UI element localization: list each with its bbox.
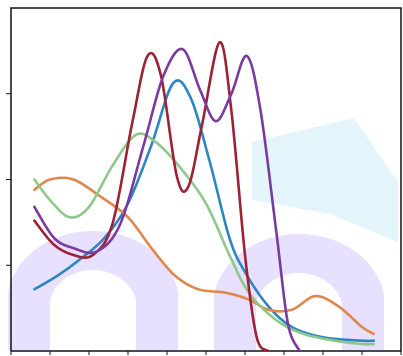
series-line-3 [33, 40, 270, 351]
series-line-0 [33, 79, 375, 343]
series-line-4 [33, 47, 301, 351]
watermark-logo [8, 118, 398, 350]
watermark-arc-right [214, 233, 384, 350]
series-line-2 [33, 132, 375, 346]
x-ticks [10, 351, 402, 355]
watermark-arc-left [8, 230, 178, 350]
y-ticks [6, 93, 11, 266]
series-line-1 [33, 176, 375, 336]
watermark-cap [252, 118, 398, 242]
series-layer [33, 40, 375, 351]
